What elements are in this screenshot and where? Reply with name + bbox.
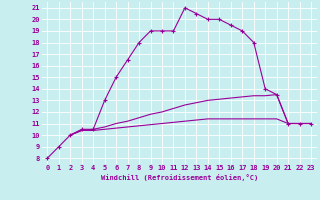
X-axis label: Windchill (Refroidissement éolien,°C): Windchill (Refroidissement éolien,°C) [100, 174, 258, 181]
